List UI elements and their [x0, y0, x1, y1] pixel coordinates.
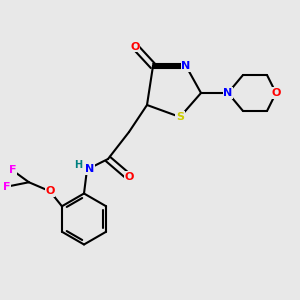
Text: N: N [85, 164, 94, 175]
Text: O: O [130, 41, 140, 52]
Text: S: S [176, 112, 184, 122]
Text: H: H [74, 160, 83, 170]
Text: N: N [182, 61, 190, 71]
Text: O: O [45, 186, 55, 196]
Text: O: O [124, 172, 134, 182]
Text: O: O [271, 88, 281, 98]
Text: F: F [3, 182, 10, 192]
Text: N: N [224, 88, 232, 98]
Text: F: F [9, 165, 16, 175]
